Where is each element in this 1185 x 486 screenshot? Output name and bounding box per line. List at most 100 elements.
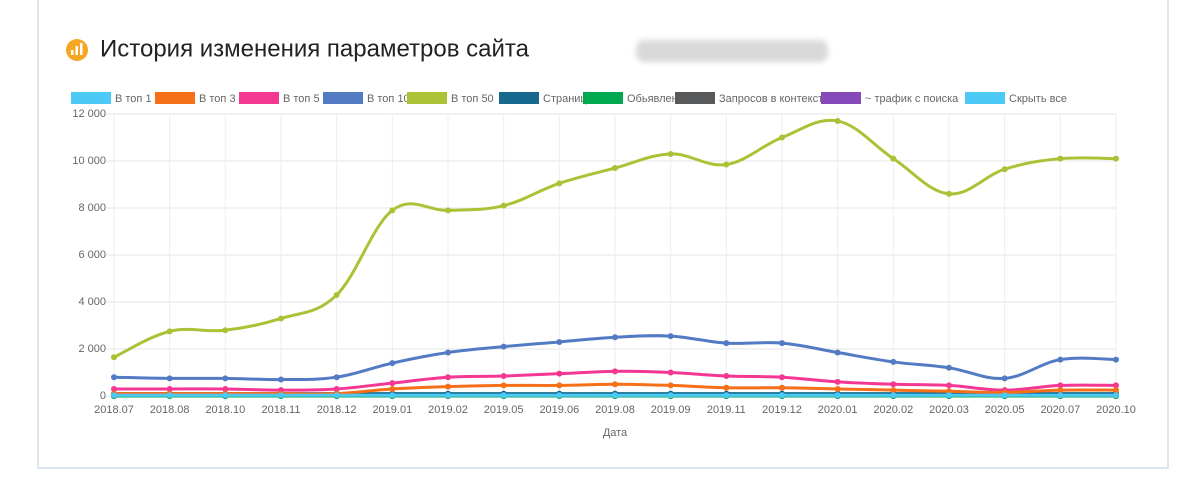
data-point [667,382,674,389]
data-point [723,384,730,391]
data-point [834,349,841,356]
x-tick-label: 2019.05 [484,404,524,416]
data-point [1057,155,1064,162]
x-tick-label: 2018.11 [262,404,301,416]
data-point [556,392,563,399]
legend-label[interactable]: Скрыть все [1009,93,1067,105]
data-point [723,373,730,380]
data-point [166,385,173,392]
data-point [333,385,340,392]
x-tick-label: 2018.12 [317,404,357,416]
data-point [779,392,785,399]
legend-swatch[interactable] [499,92,539,104]
legend-swatch[interactable] [323,92,363,104]
data-point [500,382,507,389]
data-point [1113,155,1119,162]
data-point [389,385,396,392]
data-point [222,327,229,334]
data-point [166,392,173,399]
y-tick-label: 6 000 [78,249,106,261]
data-point [556,338,563,345]
data-point [890,381,897,388]
legend-label[interactable]: В топ 3 [199,93,236,105]
data-point [500,392,507,399]
y-tick-label: 10 000 [72,155,106,167]
x-tick-label: 2020.02 [873,404,913,416]
x-tick-label: 2018.08 [150,404,190,416]
data-point [612,392,618,399]
legend-swatch[interactable] [965,92,1005,104]
data-point [1001,375,1008,382]
icon-bar [71,50,74,55]
data-point [222,392,229,399]
x-tick-label: 2019.02 [428,404,468,416]
x-axis-label: Дата [603,427,628,439]
data-point [779,384,785,391]
data-point [946,190,952,197]
data-point [1001,166,1008,173]
data-point [445,392,451,399]
legend-swatch[interactable] [583,92,623,104]
data-point [500,202,507,209]
x-tick-label: 2019.11 [707,404,746,416]
legend-swatch[interactable] [239,92,279,104]
data-point [389,360,396,367]
legend-label[interactable]: В топ 50 [451,93,494,105]
data-point [946,392,952,399]
x-tick-label: 2019.08 [595,404,635,416]
data-point [500,373,507,380]
x-tick-label: 2019.09 [651,404,691,416]
data-point [667,392,674,399]
data-point [166,328,173,335]
legend-swatch[interactable] [821,92,861,104]
data-point [333,392,340,399]
data-point [1113,382,1119,389]
legend-label[interactable]: Обьявлений [627,93,690,105]
data-point [1113,392,1119,399]
legend-swatch[interactable] [675,92,715,104]
data-point [667,333,674,340]
data-point [723,340,730,347]
data-point [946,364,952,371]
data-point [834,118,841,125]
y-tick-label: 4 000 [78,296,106,308]
legend-swatch[interactable] [71,92,111,104]
data-point [556,180,563,187]
y-tick-label: 0 [100,390,106,402]
data-point [890,387,897,394]
data-point [779,374,785,381]
blurred-domain [636,40,828,62]
card [37,0,1169,469]
legend-label[interactable]: Страниц [543,93,587,105]
chart-title: История изменения параметров сайта [100,35,530,62]
x-tick-label: 2019.01 [372,404,412,416]
data-point [333,291,340,298]
legend-swatch[interactable] [407,92,447,104]
legend-label[interactable]: В топ 5 [283,93,320,105]
data-point [612,381,618,388]
icon-bar [80,43,83,55]
legend-label[interactable]: ~ трафик с поиска [865,93,959,105]
x-tick-label: 2020.05 [985,404,1025,416]
legend-label[interactable]: В топ 10 [367,93,410,105]
data-point [1057,392,1064,399]
data-point [612,368,618,375]
data-point [556,370,563,377]
data-point [445,349,451,356]
data-point [1057,382,1064,389]
data-point [389,380,396,387]
data-point [946,382,952,389]
legend-swatch[interactable] [155,92,195,104]
data-point [612,334,618,341]
y-tick-label: 2 000 [78,343,106,355]
x-tick-label: 2019.12 [762,404,802,416]
data-point [445,374,451,381]
data-point [222,375,229,382]
legend-label[interactable]: Запросов в контексте [719,93,829,105]
data-point [166,375,173,382]
data-point [667,369,674,376]
legend-label[interactable]: В топ 1 [115,93,152,105]
data-point [389,392,396,399]
data-point [278,392,284,399]
